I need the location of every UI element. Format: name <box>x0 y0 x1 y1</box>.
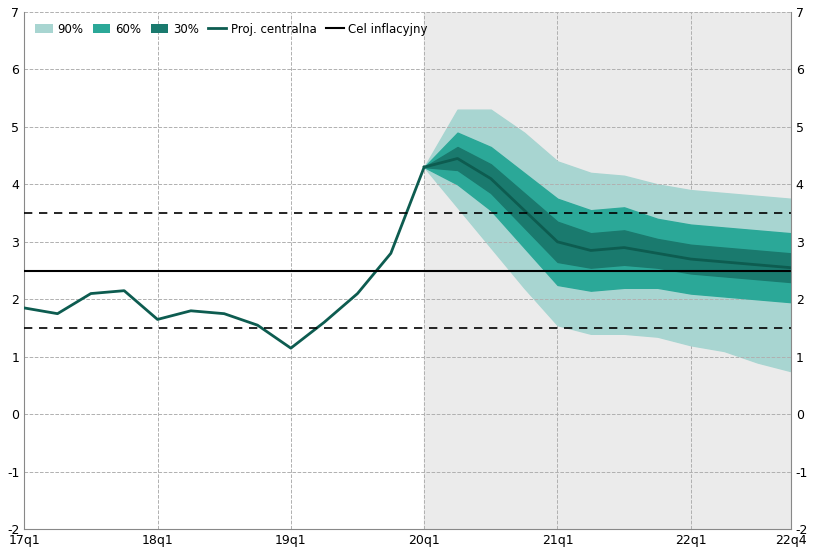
Legend: 90%, 60%, 30%, Proj. centralna, Cel inflacyjny: 90%, 60%, 30%, Proj. centralna, Cel infl… <box>30 18 433 40</box>
Bar <box>424 12 791 529</box>
